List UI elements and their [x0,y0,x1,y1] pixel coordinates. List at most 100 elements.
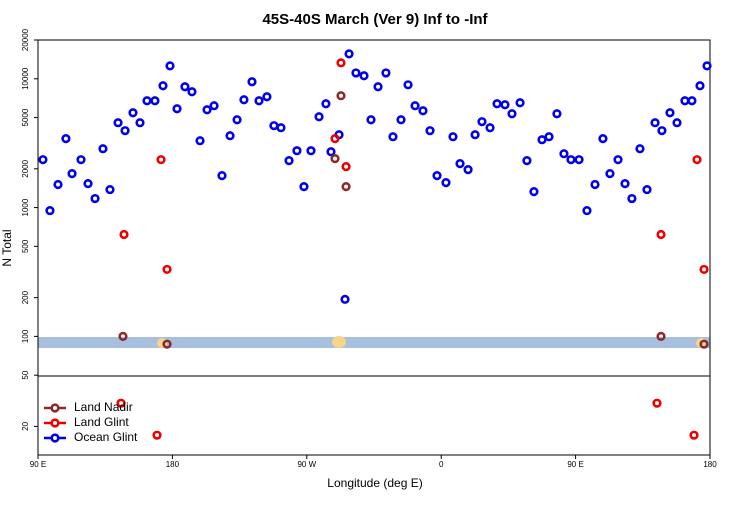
point [142,96,152,106]
point [441,177,451,188]
point [559,149,569,159]
point [680,96,690,106]
point [552,109,562,119]
point [165,61,175,71]
point [209,101,219,111]
point [113,118,123,128]
point [254,96,264,106]
point [650,118,660,128]
point [515,98,525,108]
point [276,123,286,133]
point [605,169,615,179]
x-tick-label: 90 E [567,460,583,469]
point [135,118,145,128]
point [695,81,705,91]
point [699,264,709,275]
legend-marker [50,418,60,428]
point [687,96,697,106]
point [642,184,652,195]
point [410,101,420,111]
point [341,162,351,172]
x-tick-label: 90 E [30,460,46,469]
point [432,171,442,181]
point [566,155,576,165]
point [620,179,630,189]
point [463,165,473,175]
plot-frame [37,39,711,456]
point [330,154,340,164]
point [477,117,487,127]
y-tick-label: 1000 [21,198,30,216]
point [341,182,351,192]
legend-label: Ocean Glint [74,430,138,444]
point [500,100,510,110]
point [247,77,257,87]
point [702,61,712,71]
point [158,81,168,91]
point [314,112,324,122]
point [340,294,350,304]
point [120,126,130,136]
point [652,398,662,408]
point [613,155,623,165]
point [38,155,48,165]
point [373,82,383,92]
point [403,80,413,90]
point [336,91,346,101]
point [522,156,532,166]
y-tick-label: 50 [21,370,30,379]
point [336,58,346,68]
point [172,104,182,114]
point [656,229,666,240]
point [45,205,55,216]
point [689,430,699,440]
y-tick-label: 10000 [21,67,30,90]
point [699,339,709,349]
point [598,134,608,144]
point [150,96,160,106]
point [83,179,93,189]
legend-label: Land Glint [74,415,129,429]
point [299,182,309,192]
point [118,331,128,341]
point [53,179,63,190]
point [202,105,212,115]
point [321,99,331,109]
point [116,398,126,408]
point [418,106,428,116]
point [61,134,71,144]
point [262,92,272,102]
legend-label: Land Nadir [74,400,133,414]
point [455,159,465,169]
point [156,155,166,165]
point [195,136,205,146]
point [232,115,242,125]
point [187,87,197,97]
point [269,121,279,131]
point [574,155,584,165]
point [162,264,172,275]
point [366,115,376,125]
point [537,135,547,145]
point [351,68,361,78]
point [692,155,702,165]
point [98,144,108,154]
x-tick-label: 180 [703,460,717,469]
x-tick-label: 180 [166,460,180,469]
y-tick-label: 20000 [21,28,30,51]
point [292,146,302,156]
y-tick-label: 100 [21,329,30,343]
y-tick-label: 5000 [21,108,30,126]
point [470,130,480,140]
shaded-band [38,337,710,348]
y-axis-title: N Total [0,229,14,266]
point [665,108,675,118]
point [381,68,391,78]
point [425,126,435,136]
point [180,82,190,92]
y-tick-label: 2000 [21,159,30,177]
point [396,115,406,125]
point [225,131,235,141]
point [152,430,162,440]
